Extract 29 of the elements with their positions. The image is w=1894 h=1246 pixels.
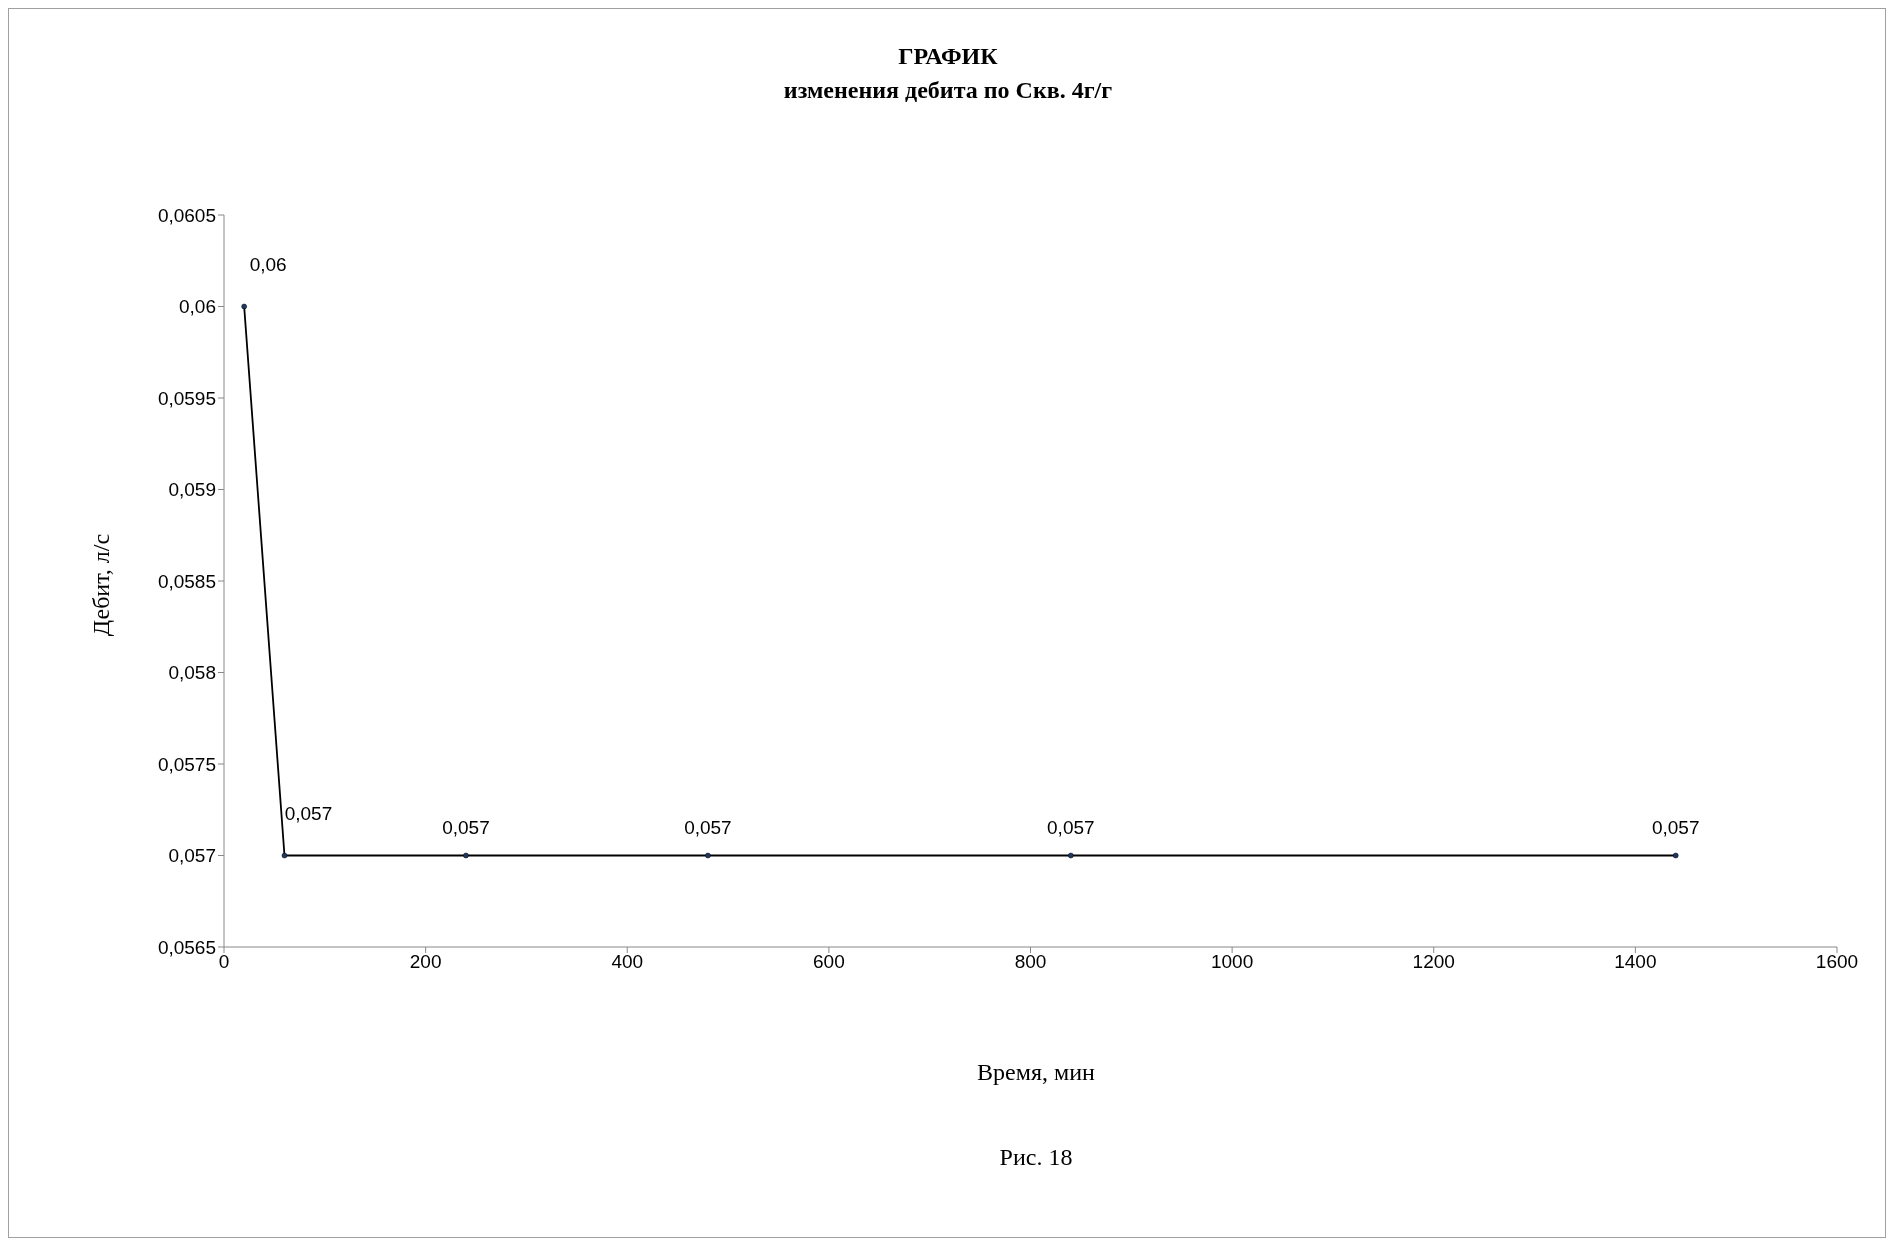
data-label: 0,057 xyxy=(684,816,732,838)
y-tick-label: 0,059 xyxy=(168,479,216,501)
x-axis-title: Время, мин xyxy=(976,1059,1096,1086)
y-tick-label: 0,0605 xyxy=(157,204,216,226)
data-label: 0,057 xyxy=(1047,816,1095,838)
y-tick-label: 0,0575 xyxy=(157,753,216,775)
x-tick-label: 1200 xyxy=(1412,951,1455,973)
x-tick-label: 0 xyxy=(218,951,230,973)
y-tick-label: 0,06 xyxy=(179,296,216,318)
data-label: 0,057 xyxy=(442,816,490,838)
text: Рис. 18 xyxy=(998,1144,1074,1171)
data-label: 0,057 xyxy=(1651,816,1700,838)
y-axis-title: Дебит, л/с xyxy=(87,533,115,637)
chart-subtitle: изменения дебита по Скв. 4г/г xyxy=(782,76,1114,105)
x-tick-label: 1400 xyxy=(1614,951,1657,973)
y-tick-label: 0,0585 xyxy=(157,570,216,592)
y-tick-label: 0,057 xyxy=(168,845,216,867)
y-tick-label: 0,0565 xyxy=(157,936,216,958)
data-label: 0,06 xyxy=(249,253,287,275)
data-label: 0,057 xyxy=(284,802,333,824)
y-tick-label: 0,0595 xyxy=(157,387,216,409)
x-tick-label: 400 xyxy=(611,951,644,973)
y-tick-label: 0,058 xyxy=(168,662,216,684)
x-tick-label: 200 xyxy=(409,951,442,973)
x-tick-label: 600 xyxy=(813,951,845,973)
x-tick-label: 800 xyxy=(1014,951,1047,973)
chart-title: ГРАФИК xyxy=(897,42,999,71)
x-tick-label: 1000 xyxy=(1210,951,1254,973)
x-tick-label: 1600 xyxy=(1815,951,1859,973)
